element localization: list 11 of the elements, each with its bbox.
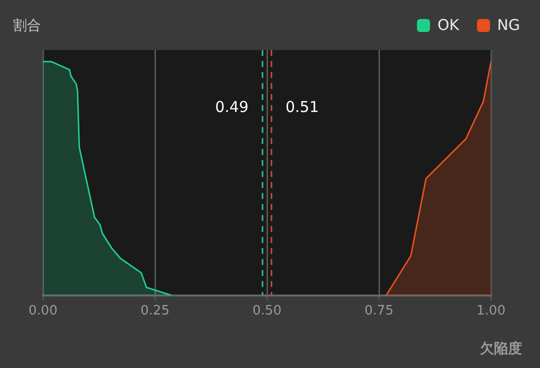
x-tick-label: 1.00	[476, 304, 506, 319]
x-tick-label: 0.75	[364, 304, 394, 319]
x-axis-title: 欠陥度	[480, 340, 522, 358]
ref-line-label: 0.51	[285, 98, 319, 116]
x-tick-label: 0.00	[28, 304, 58, 319]
y-axis-title: 割合	[13, 17, 41, 35]
x-tick-label: 0.25	[140, 304, 170, 319]
legend-label: NG	[497, 16, 520, 34]
ref-line-label: 0.49	[215, 98, 249, 116]
legend-label: OK	[437, 16, 460, 34]
x-tick-label: 0.50	[252, 304, 282, 319]
